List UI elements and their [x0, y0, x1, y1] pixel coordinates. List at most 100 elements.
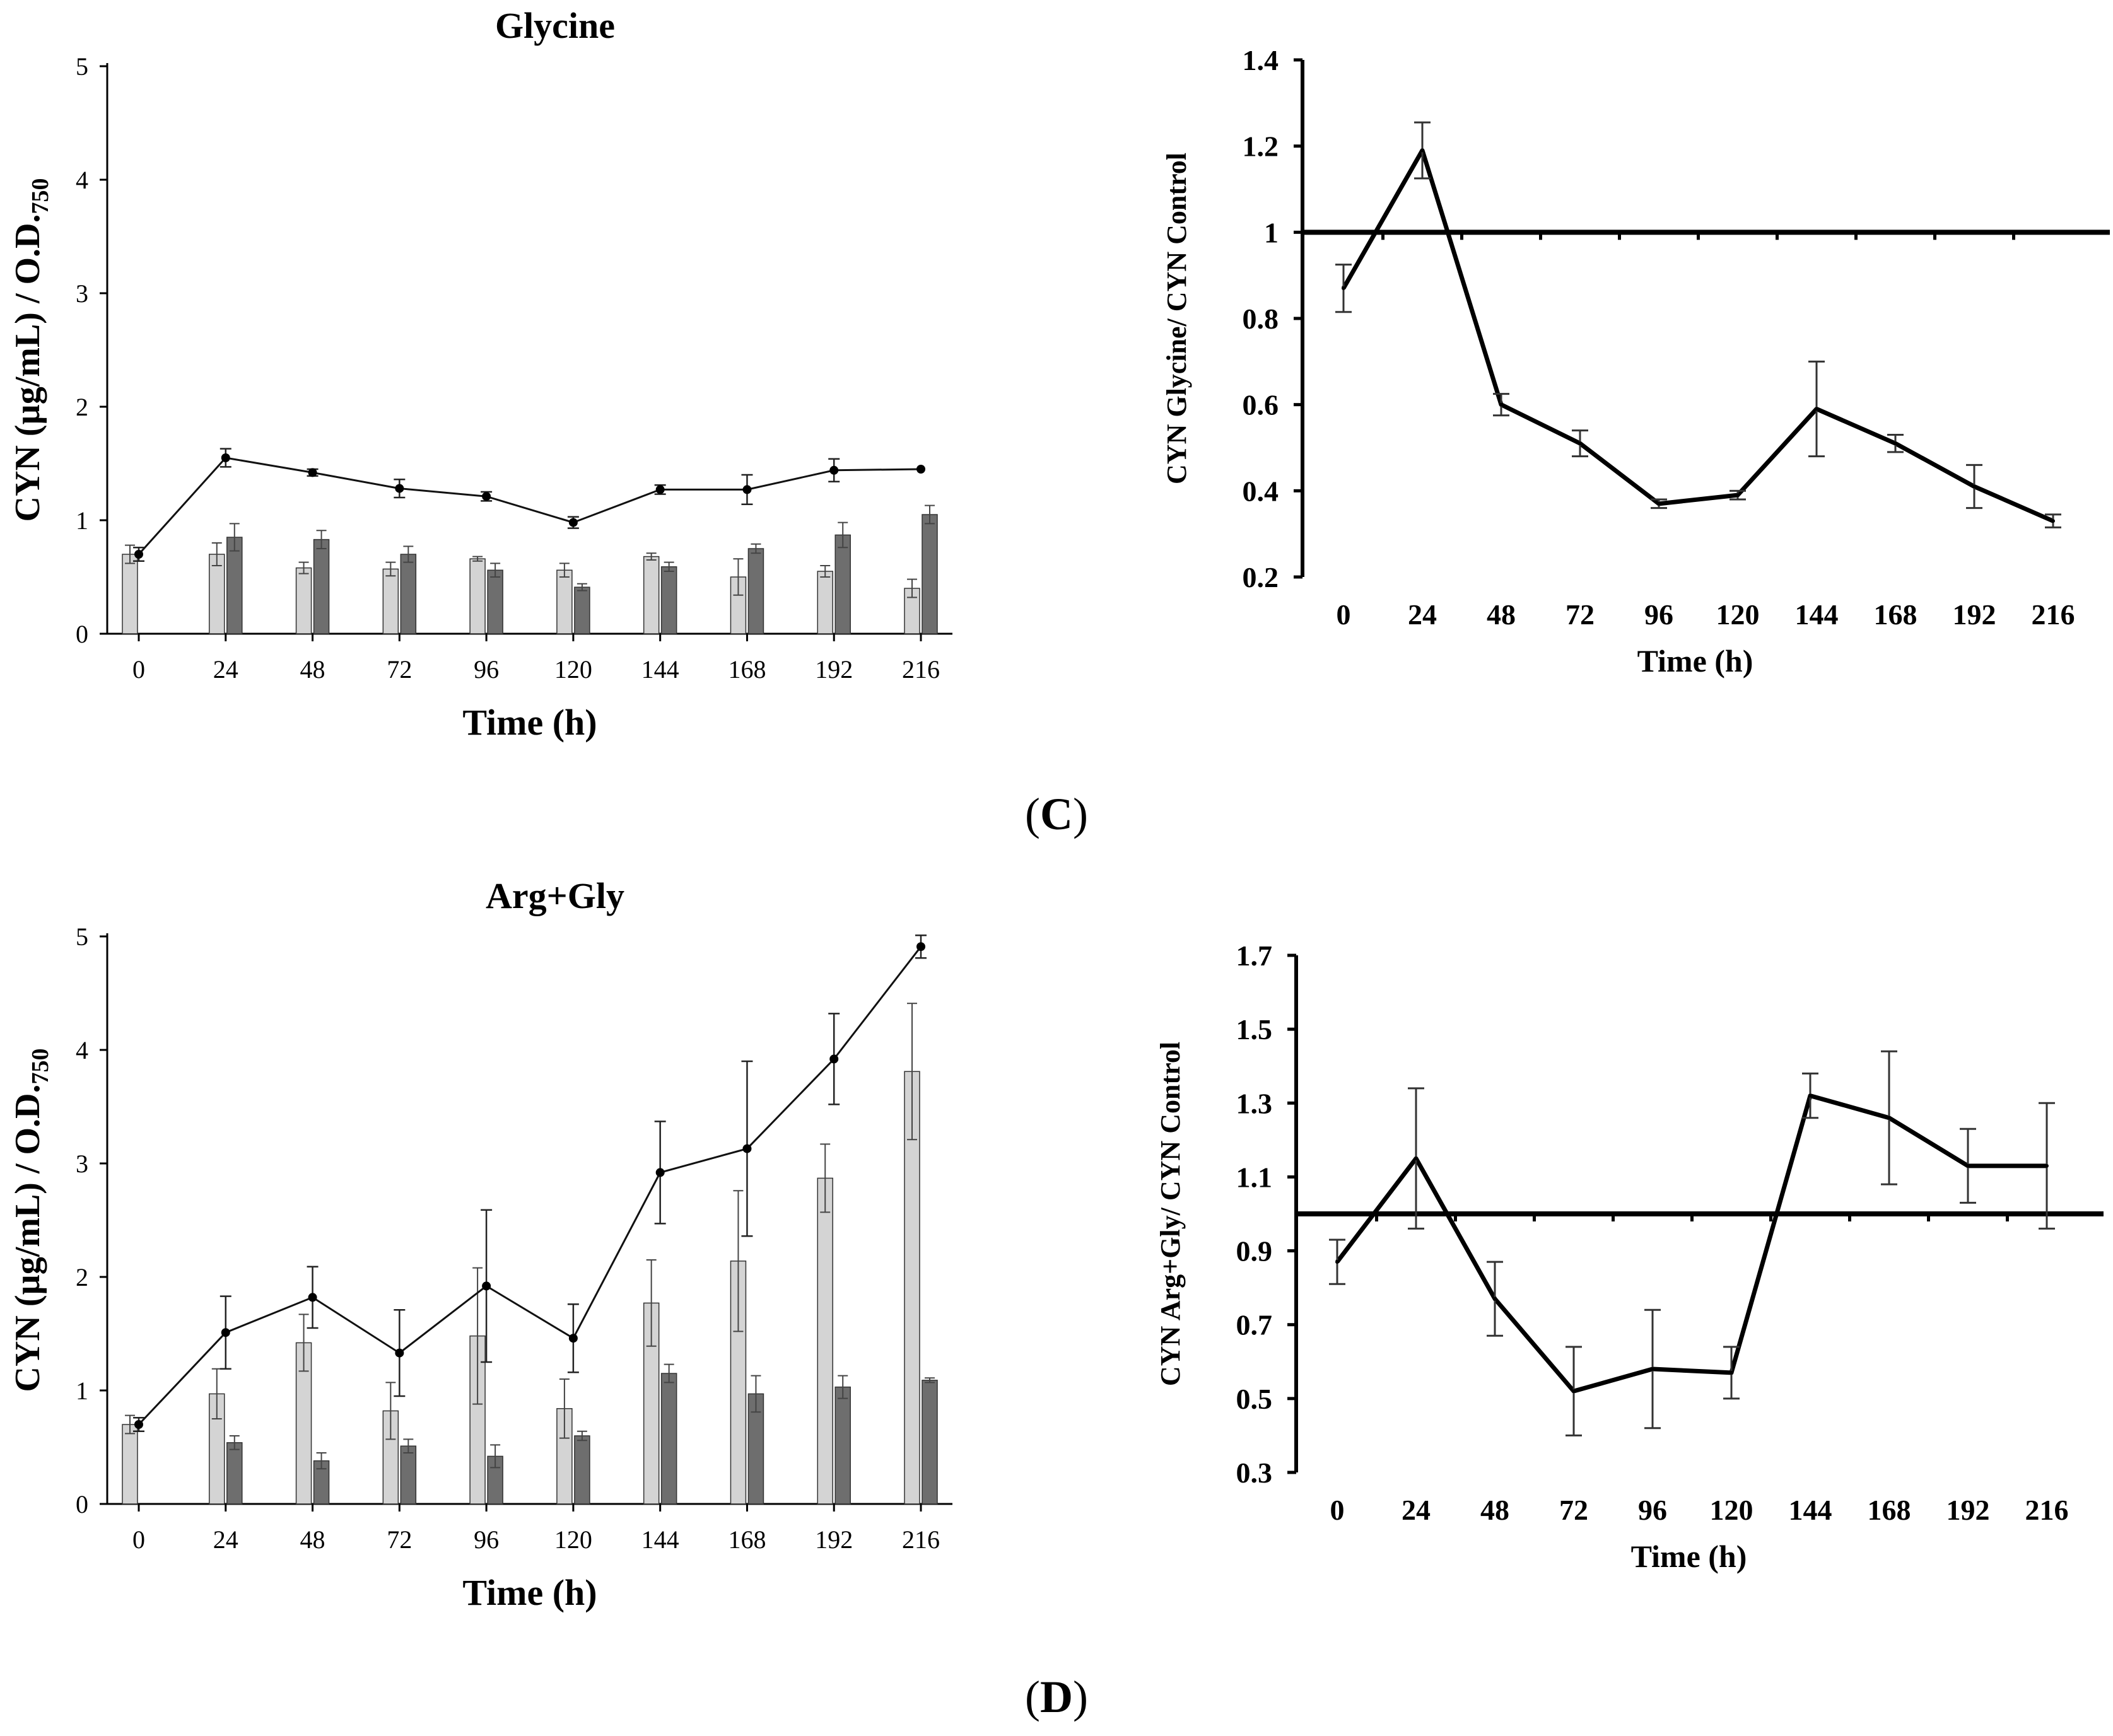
bar-error — [751, 543, 761, 554]
y-tick-label: 0.4 — [1243, 475, 1279, 507]
x-tick-label: 24 — [1408, 598, 1437, 631]
x-tick-label: 120 — [1716, 598, 1760, 631]
x-tick-label: 168 — [728, 655, 766, 684]
chart-arggly-ratio: 0.3 0.5 0.7 0.9 1.1 1.3 1.5 1.7 0 24 48 72 96 120 144 1… — [1155, 940, 2104, 1574]
y-tick-label: 0.3 — [1236, 1457, 1273, 1489]
line-point — [308, 468, 317, 477]
x-tick-label: 72 — [387, 655, 412, 684]
y-axis-label: CYN (µg/mL) / O.D.750 — [8, 178, 54, 521]
line-point — [829, 1054, 839, 1064]
ratio-point — [1966, 1163, 1970, 1168]
chart-title: Arg+Gly — [486, 875, 624, 916]
ratio-point — [1578, 441, 1582, 446]
bar-light — [556, 569, 573, 634]
x-tick-label: 24 — [213, 1525, 238, 1554]
line-point — [655, 485, 665, 494]
bar-error — [298, 1314, 309, 1372]
ratio-point — [1972, 484, 1976, 489]
line-point — [916, 942, 925, 952]
x-axis-label: Time (h) — [462, 702, 597, 743]
ratio-point — [1736, 493, 1740, 498]
x-tick-label: 144 — [1789, 1494, 1832, 1526]
y-tick-label: 0.7 — [1236, 1309, 1273, 1341]
y-tick-label: 0.5 — [1236, 1383, 1273, 1415]
bar-error — [838, 1375, 848, 1399]
x-tick-label: 216 — [902, 655, 940, 684]
line-point — [134, 1420, 143, 1429]
y-axis-label-main: CYN (µg/mL) / O.D. — [8, 1084, 47, 1392]
y-tick-label: 4 — [76, 1036, 88, 1064]
bar-dark — [834, 1386, 851, 1505]
ratio-point — [1414, 1156, 1418, 1161]
y-tick-label: 0.8 — [1243, 303, 1279, 335]
ratio-point — [1572, 1389, 1576, 1394]
bar-dark — [747, 548, 764, 634]
ratio-point — [2051, 519, 2055, 523]
ratio-point — [1808, 1093, 1812, 1098]
bar-error — [490, 1444, 501, 1469]
bar-dark — [400, 554, 417, 634]
bar-error — [490, 562, 501, 578]
x-tick-label: 192 — [815, 655, 853, 684]
bar-dark — [660, 1373, 677, 1505]
ratio-line — [1335, 1093, 2047, 1394]
line-point — [829, 465, 839, 475]
bar-error — [646, 1259, 657, 1347]
bar-light — [295, 567, 312, 634]
ratio-point — [1815, 407, 1818, 411]
x-tick-label: 168 — [1868, 1494, 1911, 1526]
y-axis-label: CYN (µg/mL) / O.D.750 — [8, 1048, 54, 1392]
bar-error — [733, 1190, 744, 1332]
x-tick-label: 144 — [1795, 598, 1839, 631]
y-tick-label: 1.3 — [1236, 1087, 1273, 1119]
ratio-point — [1887, 1116, 1891, 1120]
x-tick-label: 120 — [1710, 1494, 1753, 1526]
x-tick-label: 0 — [132, 1525, 145, 1554]
bar-light — [643, 556, 660, 634]
line-point — [568, 518, 578, 527]
bar-error — [925, 1377, 935, 1384]
ratio-line — [1341, 148, 2054, 523]
panel-label-c-letter: C — [1040, 789, 1073, 839]
x-tick-label: 72 — [1566, 598, 1595, 631]
bar-dark — [660, 566, 677, 634]
y-axis-label-sub: 750 — [27, 1048, 54, 1084]
bar-error — [211, 542, 222, 566]
panel-label-c: (C) — [1025, 789, 1088, 839]
x-tick-label: 72 — [387, 1525, 412, 1554]
bar-light — [382, 568, 399, 634]
x-tick-label: 144 — [641, 655, 679, 684]
x-tick-label: 24 — [213, 655, 238, 684]
bar-light — [122, 554, 138, 634]
bar-error — [298, 561, 309, 574]
y-tick-label: 0 — [76, 1490, 88, 1518]
x-tick-label: 96 — [474, 655, 499, 684]
bar-error — [385, 1382, 396, 1440]
y-tick-label: 3 — [76, 1150, 88, 1178]
chart-glycine-ratio: 0.2 0.4 0.6 0.8 1 1.2 1.4 0 24 48 72 96 120 144 168 192… — [1161, 44, 2110, 679]
bar-error — [664, 1363, 674, 1384]
x-tick-label: 0 — [132, 655, 145, 684]
bar-dark — [922, 1380, 938, 1505]
line-point — [134, 550, 143, 559]
y-axis-label-main: CYN (µg/mL) / O.D. — [8, 214, 47, 521]
line-point — [655, 1168, 665, 1177]
bar-light — [817, 1177, 833, 1505]
x-tick-label: 192 — [815, 1525, 853, 1554]
chart-glycine-bars: Glycine 0 1 2 3 4 5 CYN (µg/mL) / O.D.750 0 24 48 7… — [8, 5, 952, 743]
y-tick-label: 0.6 — [1243, 389, 1279, 421]
x-tick-label: 48 — [1487, 598, 1516, 631]
bar-dark — [400, 1445, 417, 1505]
bar-error — [733, 558, 744, 596]
ratio-point — [1335, 1260, 1339, 1264]
x-tick-label: 144 — [641, 1525, 679, 1554]
bar-dark — [574, 586, 590, 634]
x-tick-label: 96 — [474, 1525, 499, 1554]
x-tick-label: 216 — [2032, 598, 2075, 631]
bar-light — [122, 1424, 138, 1505]
y-tick-label: 1.5 — [1236, 1013, 1273, 1046]
x-tick-label: 0 — [1337, 598, 1351, 631]
x-tick-label: 48 — [300, 1525, 325, 1554]
line-point — [308, 1293, 317, 1302]
